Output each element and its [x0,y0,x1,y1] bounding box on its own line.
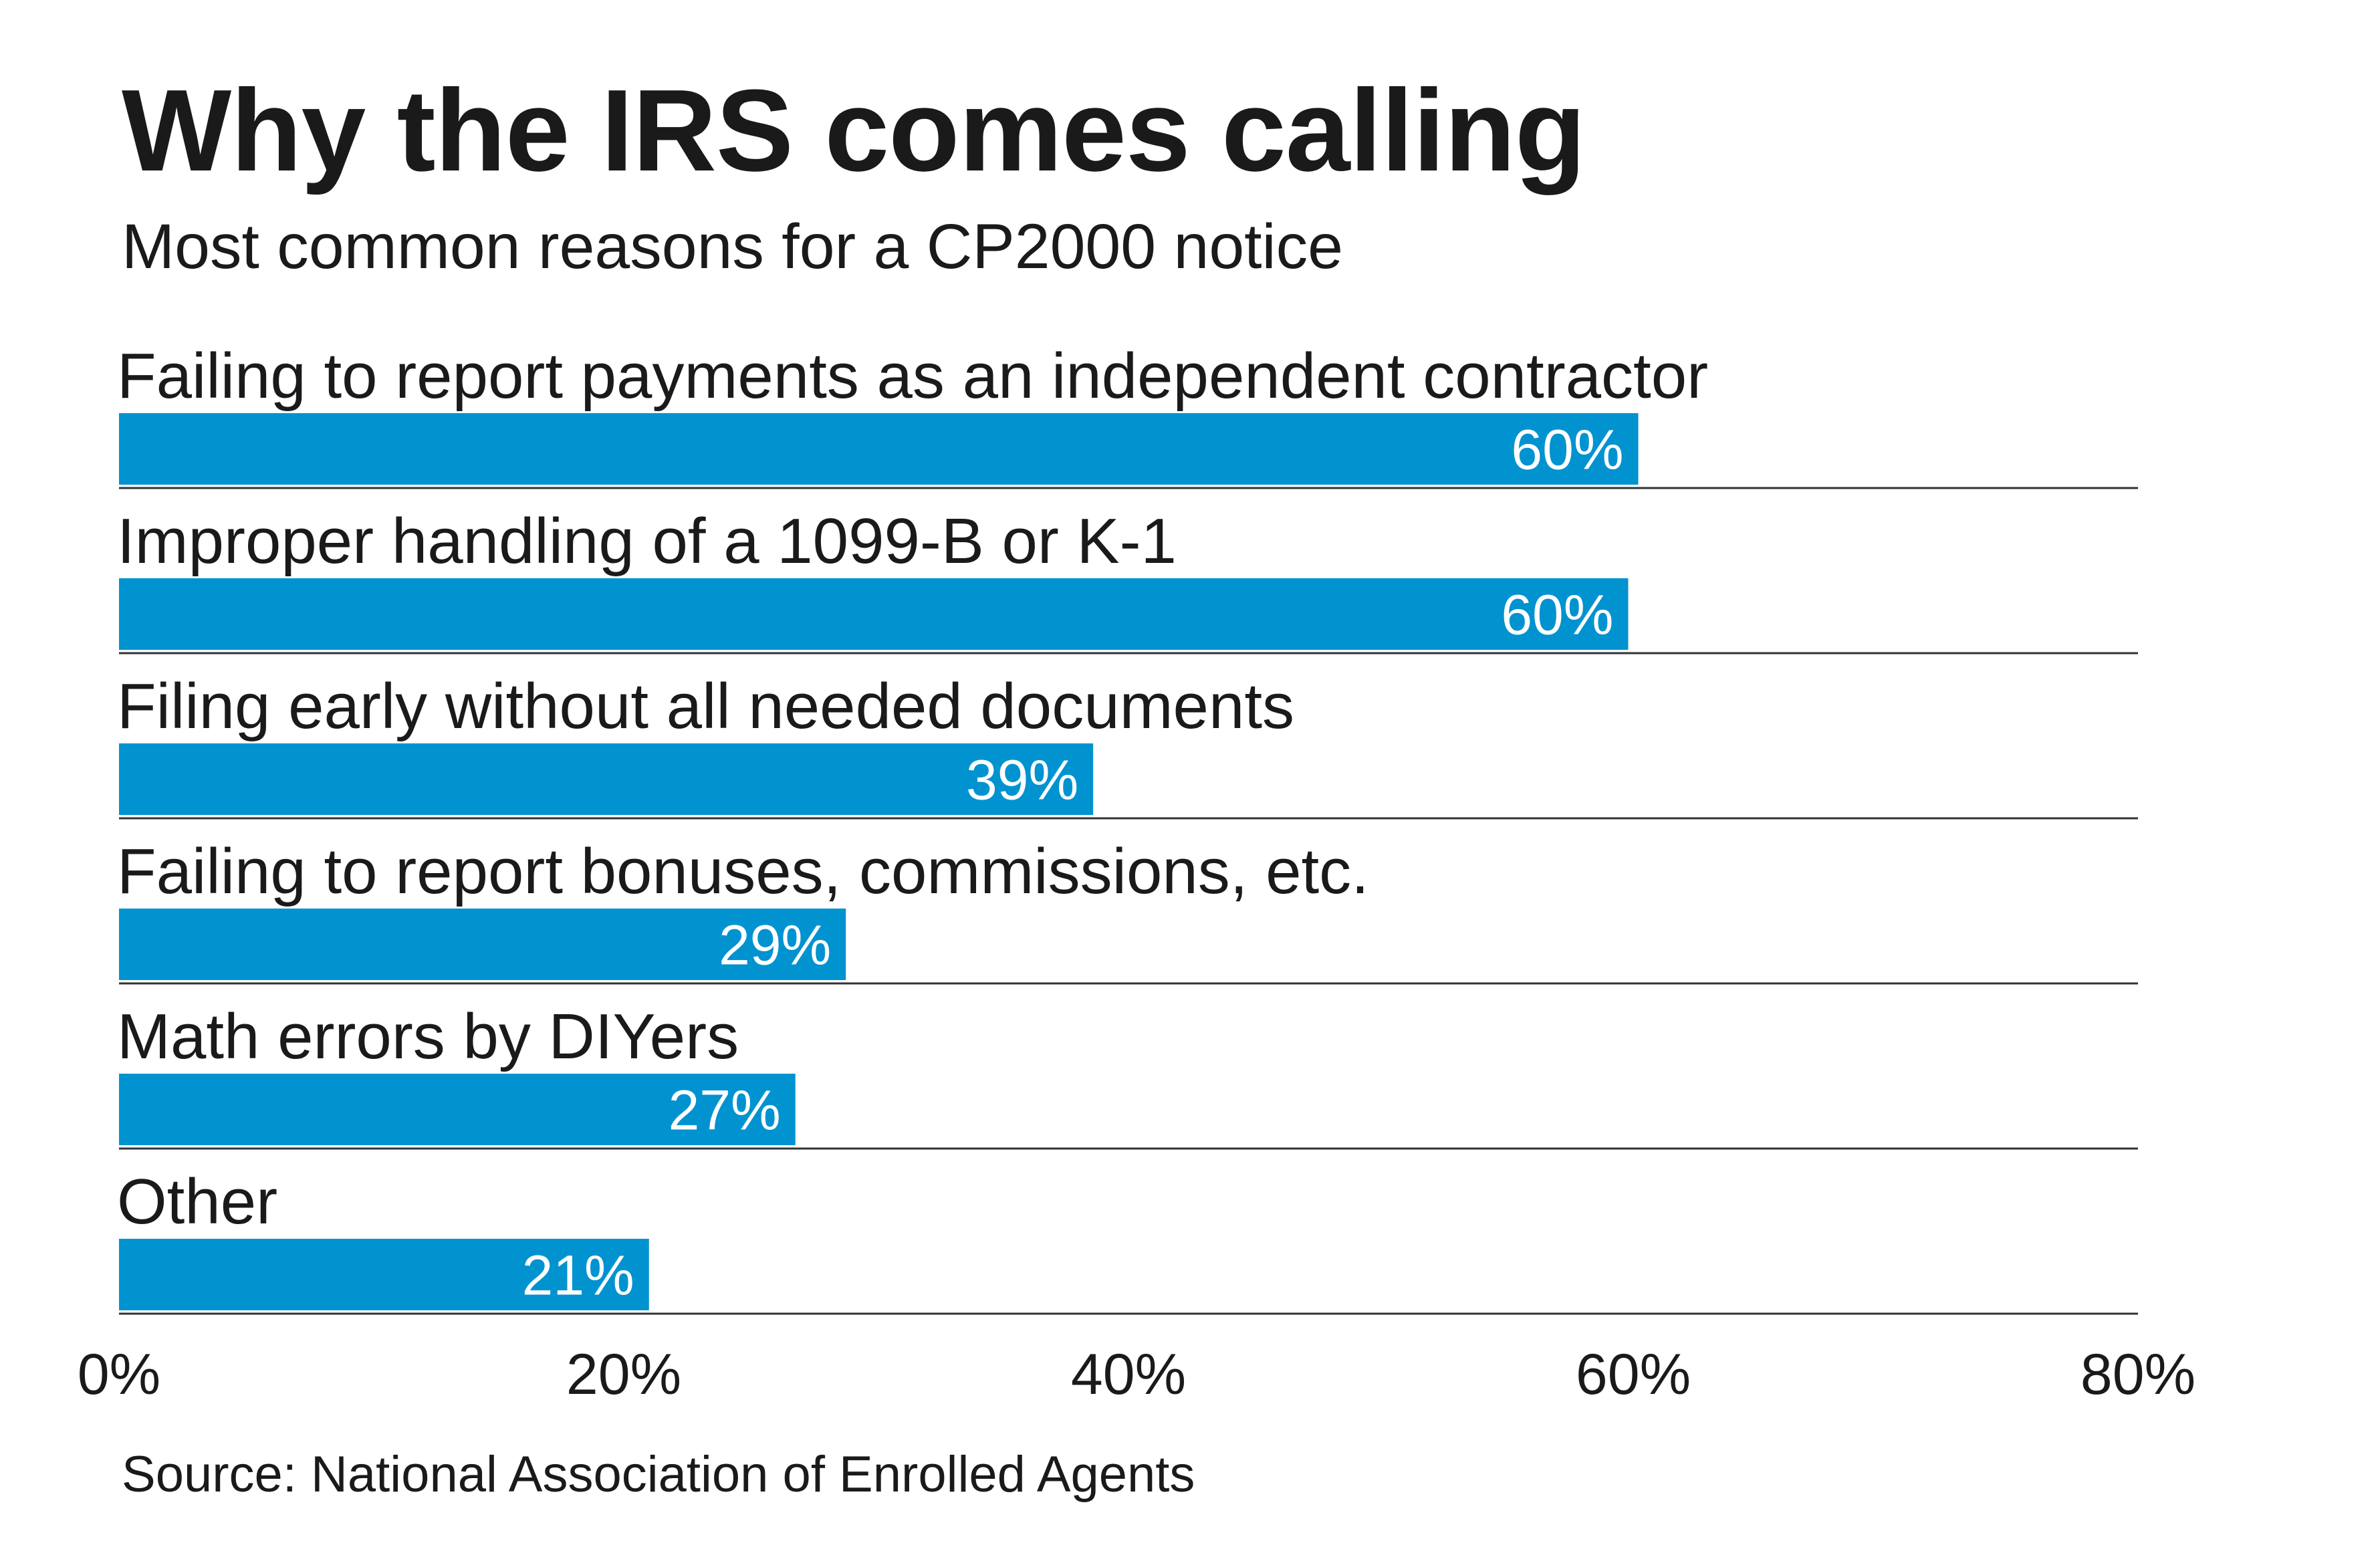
bar [119,413,1639,485]
x-tick-label: 40% [1071,1342,1186,1407]
category-label: Failing to report bonuses, commissions, … [117,836,1369,907]
bar-value-label: 60% [1511,419,1623,481]
bar-value-label: 29% [719,914,831,977]
category-label: Filing early without all needed document… [117,671,1294,742]
bar [119,743,1094,815]
chart-subtitle: Most common reasons for a CP2000 notice [122,211,1343,282]
category-label: Failing to report payments as an indepen… [117,340,1708,412]
bar [119,578,1629,650]
x-tick-label: 80% [2080,1342,2195,1407]
bar-value-label: 60% [1501,584,1613,646]
category-label: Other [117,1166,277,1237]
bar-value-label: 21% [522,1244,634,1307]
bar [119,1239,649,1310]
x-tick-label: 20% [566,1342,681,1407]
bar [119,1074,796,1145]
category-label: Math errors by DIYers [117,1001,739,1072]
category-label: Improper handling of a 1099-B or K-1 [117,505,1177,577]
bar [119,909,846,980]
bar-value-label: 39% [966,749,1078,812]
chart-title: Why the IRS comes calling [122,65,1586,195]
x-tick-label: 60% [1576,1342,1691,1407]
x-tick-label: 0% [78,1342,160,1407]
chart-source: Source: National Association of Enrolled… [122,1446,1195,1503]
bar-value-label: 27% [669,1079,781,1142]
